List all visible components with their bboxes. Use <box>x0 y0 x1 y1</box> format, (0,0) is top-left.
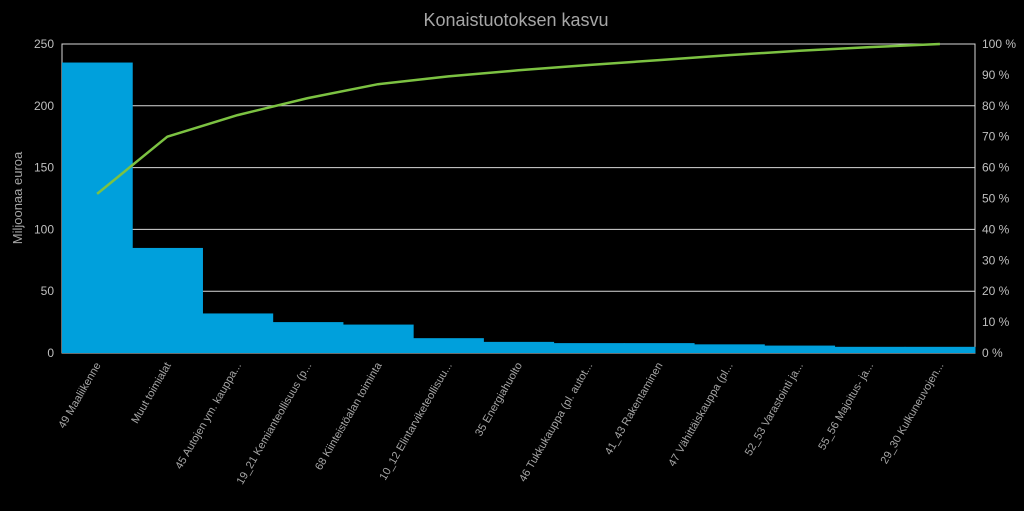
y2-tick-label: 10 % <box>982 315 1010 329</box>
y-tick-label: 50 <box>41 284 55 298</box>
cumulative-line-series <box>96 42 940 195</box>
y2-tick-label: 50 % <box>982 192 1010 206</box>
bar <box>413 338 484 353</box>
y2-tick-label: 70 % <box>982 130 1010 144</box>
y2-tick-label: 100 % <box>982 37 1016 51</box>
category-label: 46 Tukkukauppa (pl. autot... <box>517 361 595 485</box>
category-label: 49 Maaliikenne <box>56 361 103 431</box>
category-label: 52_53 Varastointi ja... <box>743 361 806 458</box>
bar <box>132 247 203 353</box>
y2-tick-label: 90 % <box>982 68 1010 82</box>
y2-tick-label: 60 % <box>982 161 1010 175</box>
category-label: 19_21 Kemianteollisuus (p... <box>235 361 315 487</box>
category-label: 41_43 Rakentaminen <box>603 361 666 458</box>
cumulative-line <box>96 42 940 195</box>
y-tick-label: 0 <box>47 346 54 360</box>
category-label: 29_30 Kulkuneuvojen... <box>879 361 947 467</box>
y2-tick-label: 40 % <box>982 222 1010 236</box>
y-tick-label: 200 <box>34 99 54 113</box>
bar-series <box>62 62 976 353</box>
category-label: 47 Vähittäiskauppa (pl... <box>666 361 735 469</box>
category-labels: 49 Maaliikenne Muut toimialat 45 Autojen y… <box>56 360 946 487</box>
right-axis-ticks: 0 % 10 % 20 % 30 % 40 % 50 % 60 % 70 % 80 % 90 % 1… <box>982 37 1016 360</box>
bar <box>342 324 414 353</box>
left-axis-ticks: 0 50 100 150 200 250 <box>34 37 54 360</box>
y2-tick-label: 80 % <box>982 99 1010 113</box>
bar <box>272 322 344 353</box>
category-label: Muut toimialat <box>129 361 174 426</box>
chart-title: Konaistuotoksen kasvu <box>423 10 608 30</box>
category-label: 68 Kiinteistöalan toiminta <box>313 360 385 473</box>
y-tick-label: 150 <box>34 161 54 175</box>
bar <box>623 343 695 353</box>
bar <box>62 62 133 353</box>
bar <box>483 341 555 353</box>
y2-tick-label: 20 % <box>982 284 1010 298</box>
category-label: 45 Autojen ym. kauppa... <box>173 361 244 472</box>
category-label: 10_12 Elintarviketeollisuu... <box>378 361 455 483</box>
category-label: 35 Energiahuolto <box>473 361 525 439</box>
y-tick-label: 250 <box>34 37 54 51</box>
y2-tick-label: 30 % <box>982 253 1010 267</box>
bar <box>904 346 976 353</box>
y2-tick-label: 0 % <box>982 346 1003 360</box>
bar <box>202 313 274 353</box>
y-tick-label: 100 <box>34 222 54 236</box>
bar <box>764 345 836 353</box>
bar <box>834 346 906 353</box>
bar <box>553 343 625 353</box>
bar <box>694 344 765 353</box>
category-label: 55_56 Majoitus- ja... <box>816 361 876 453</box>
y-axis-label: Miljoonaa euroa <box>10 151 25 244</box>
